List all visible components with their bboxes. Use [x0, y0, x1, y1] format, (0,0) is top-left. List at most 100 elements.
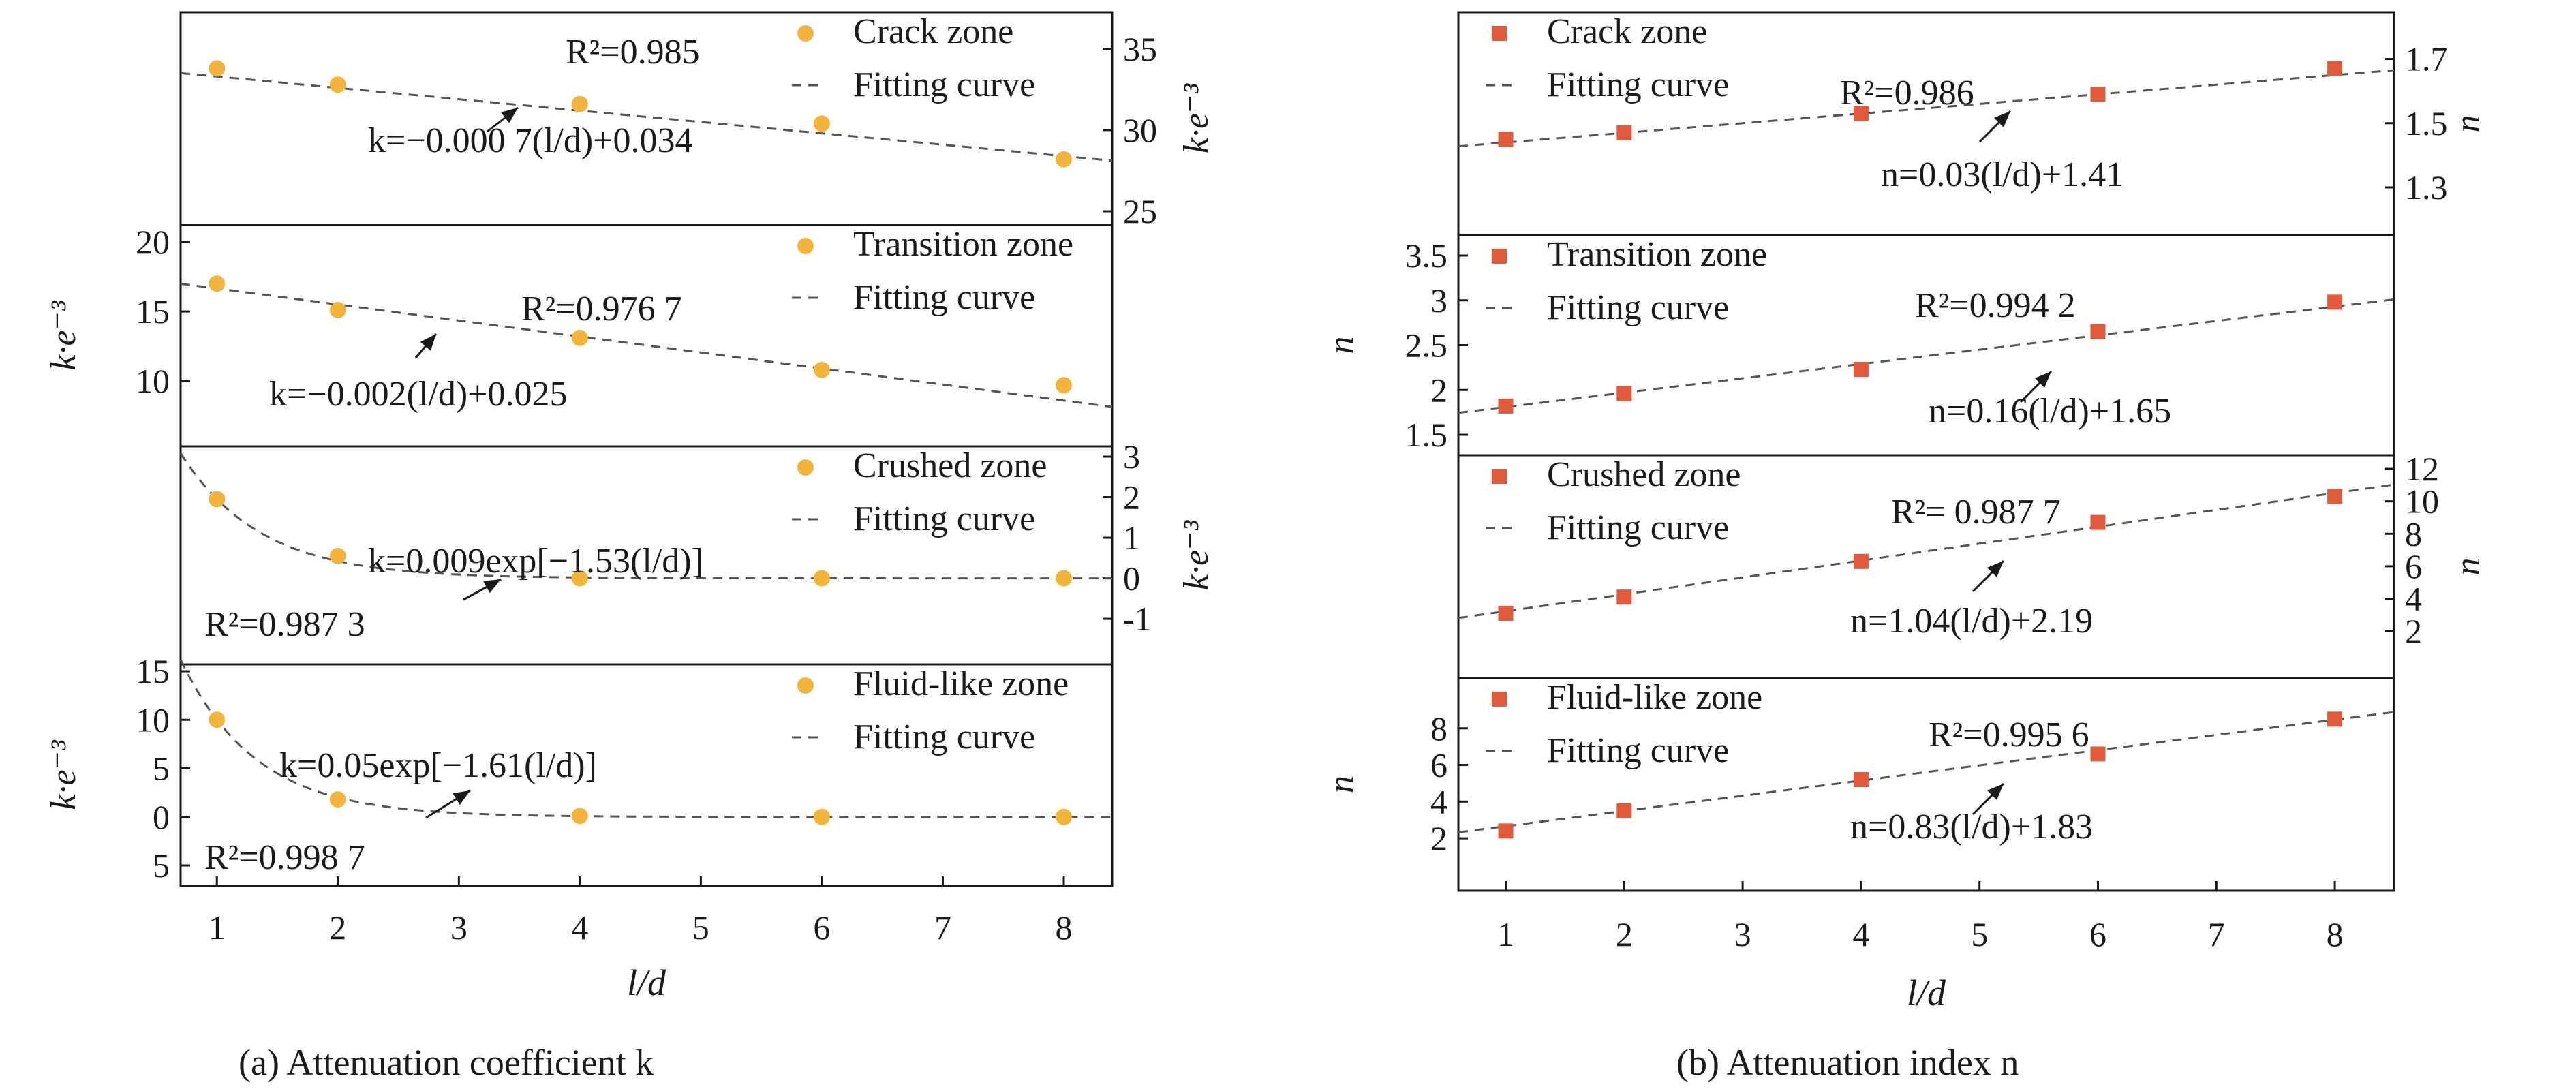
panel-b-transition-zone-y-tick-label: 3 [1430, 281, 1447, 320]
panel-b-crushed-zone-legend-label: Crushed zone [1547, 455, 1741, 494]
panel-a-crushed-zone-data-point [813, 570, 830, 587]
panel-b-crushed-zone-arrow-head [1987, 561, 2004, 577]
panel-b-transition-zone-legend-label: Transition zone [1547, 235, 1767, 274]
panel-a-x-tick-label: 2 [329, 908, 346, 947]
panel-a-fluid-like-zone-arrow-head [453, 790, 470, 805]
panel-b-crushed-zone-y-label: n [2449, 558, 2487, 576]
panel-b-fluid-like-zone-equation: n=0.83(l/d)+1.83 [1850, 808, 2093, 846]
panel-b-transition-zone-fitting-curve [1458, 298, 2395, 414]
panel-a-transition-zone-r-squared: R²=0.976 7 [521, 290, 682, 328]
panel-a-crushed-zone-equation: k=0.009exp[−1.53(l/d)] [368, 542, 703, 581]
panel-a-fluid-like-zone-y-label: k·e⁻³ [44, 739, 83, 810]
panel-b-x-tick-label: 3 [1734, 915, 1751, 953]
panel-a-crack-zone-data-point [813, 115, 830, 132]
panel-a-crack-zone-equation: k=−0.000 7(l/d)+0.034 [368, 121, 693, 160]
panel-a-crack-zone-legend-marker [797, 25, 814, 42]
panel-a-crushed-zone-data-point [1055, 570, 1072, 587]
panel-a-crack-zone-y-tick-label: 35 [1123, 30, 1157, 68]
panel-b-transition-zone-arrow-head [2035, 371, 2051, 388]
panel-a-fluid-like-zone-legend-label: Fluid-like zone [853, 664, 1069, 703]
panel-b-fluid-like-zone-legend-label: Fitting curve [1547, 731, 1729, 770]
panel-b-transition-zone-data-point [1616, 386, 1632, 401]
panel-a-crushed-zone-y-tick-label: 1 [1123, 519, 1140, 557]
panel-a-crack-zone-r-squared: R²=0.985 [566, 33, 700, 72]
panel-a-transition-zone-data-point [571, 329, 588, 346]
panel-b-fluid-like-zone-data-point [2327, 711, 2343, 727]
panel-b-crushed-zone-data-point [2090, 514, 2106, 530]
panel-a-transition-zone-equation: k=−0.002(l/d)+0.025 [269, 375, 568, 414]
panel-a-transition-zone-data-point [209, 275, 226, 292]
panel-b-fluid-like-zone-data-point [1853, 772, 1869, 788]
panel-a-x-label: l/d [627, 962, 666, 1003]
panel-b-transition-zone-data-point [1498, 398, 1514, 414]
panel-b-crack-zone-legend-label: Fitting curve [1547, 65, 1729, 104]
panel-b-transition-zone-r-squared: R²=0.994 2 [1915, 286, 2076, 325]
panel-b-transition-zone-y-label: n [1322, 337, 1361, 354]
panel-b-crack-zone-data-point [2327, 61, 2343, 76]
panel-a-crushed-zone-r-squared: R²=0.987 3 [204, 605, 365, 644]
panel-a-crack-zone-data-point [571, 95, 588, 112]
panel-b-x-tick-label: 2 [1616, 915, 1633, 953]
panel-a-fluid-like-zone-equation: k=0.05exp[−1.61(l/d)] [279, 746, 597, 785]
panel-b-crushed-zone-y-tick-label: 8 [2405, 514, 2422, 553]
panel-b-fluid-like-zone-legend-label: Fluid-like zone [1547, 678, 1762, 717]
panel-a-fluid-like-zone-data-point [329, 791, 346, 808]
panel-b-crack-zone-y-tick-label: 1.7 [2405, 40, 2448, 78]
panel-b-crushed-zone-y-tick-label: 10 [2405, 482, 2439, 521]
panel-b-crushed-zone-y-tick-label: 2 [2405, 612, 2422, 650]
panel-b-fluid-like-zone-y-tick-label: 8 [1430, 709, 1447, 748]
panel-a-transition-zone-y-label: k·e⁻³ [44, 300, 83, 371]
panel-b-crushed-zone-legend-marker [1492, 469, 1507, 484]
panel-a-fluid-like-zone-y-tick-label: 15 [136, 652, 170, 690]
panel-b-fluid-like-zone-fitting-curve [1458, 711, 2395, 833]
panel-a-crack-zone-legend-label: Crack zone [853, 12, 1013, 51]
panel-a-x-tick-label: 7 [934, 908, 951, 947]
panel-a-crushed-zone-y-label: k·e⁻³ [1177, 519, 1216, 590]
panel-b-transition-zone-data-point [2090, 324, 2106, 339]
panel-b-transition-zone-equation: n=0.16(l/d)+1.65 [1929, 392, 2171, 431]
panel-b-fluid-like-zone-arrow-head [1987, 784, 2004, 800]
panel-b-crack-zone-y-tick-label: 1.3 [2405, 168, 2448, 206]
panel-a-fluid-like-zone-r-squared: R²=0.998 7 [204, 838, 365, 877]
panel-b-x-tick-label: 5 [1971, 915, 1988, 953]
panel-a-crushed-zone-legend-label: Fitting curve [853, 500, 1035, 538]
panel-a-crack-zone-y-tick-label: 30 [1123, 111, 1157, 149]
panel-a-crack-zone-data-point [1055, 151, 1072, 168]
panel-b-x-tick-label: 7 [2208, 915, 2225, 953]
panel-a-transition-zone-legend-label: Transition zone [853, 225, 1073, 264]
panel-a-fluid-like-zone-y-tick-label: 5 [153, 750, 170, 788]
panel-a-crack-zone-legend-label: Fitting curve [853, 65, 1035, 104]
panel-a-x-tick-label: 8 [1055, 908, 1072, 947]
panel-b-fluid-like-zone-y-label: n [1322, 775, 1361, 793]
panel-b-crushed-zone-equation: n=1.04(l/d)+2.19 [1850, 602, 2093, 641]
panel-b-crack-zone-data-point [1498, 132, 1514, 147]
panel-b-crack-zone-arrow-head [1994, 111, 2010, 127]
panel-a-frame [179, 11, 1114, 887]
panel-a-crushed-zone-legend-label: Crushed zone [853, 446, 1047, 485]
panel-a-fluid-like-zone-legend-label: Fitting curve [853, 718, 1035, 756]
panel-b-crack-zone-data-point [1853, 106, 1869, 121]
panel-a-crushed-zone-data-point [571, 570, 588, 587]
panel-a-transition-zone-data-point [1055, 377, 1072, 394]
panel-b-fluid-like-zone-data-point [2090, 746, 2106, 762]
caption-left: (a) Attenuation coefficient k [239, 1042, 654, 1083]
panel-a-transition-zone-data-point [329, 302, 346, 319]
panel-a-transition-zone-legend-marker [797, 238, 814, 254]
panel-a-x-tick-label: 6 [813, 908, 830, 947]
panel-a-crack-zone-y-tick-label: 25 [1123, 192, 1157, 230]
panel-b-transition-zone-legend-label: Fitting curve [1547, 288, 1729, 327]
panel-a-fluid-like-zone-y-tick-label: 10 [136, 701, 170, 739]
panel-b-x-tick-label: 1 [1497, 915, 1514, 953]
panel-a-fluid-like-zone-data-point [571, 808, 588, 825]
panel-b-frame [1457, 11, 2395, 892]
panel-a-x-tick-label: 5 [692, 908, 709, 947]
panel-b-transition-zone-y-tick-label: 2 [1430, 371, 1447, 409]
panel-a-crushed-zone-data-point [329, 547, 346, 564]
panel-b-crushed-zone-fitting-curve [1458, 483, 2395, 619]
panel-a-transition-zone-arrow-head [420, 334, 436, 351]
panel-a-transition-zone-y-tick-label: 10 [136, 362, 170, 400]
panel-b-transition-zone-y-tick-label: 2.5 [1405, 326, 1448, 365]
panel-b-fluid-like-zone-data-point [1616, 803, 1632, 818]
panel-a-fluid-like-zone-data-point [813, 808, 830, 825]
